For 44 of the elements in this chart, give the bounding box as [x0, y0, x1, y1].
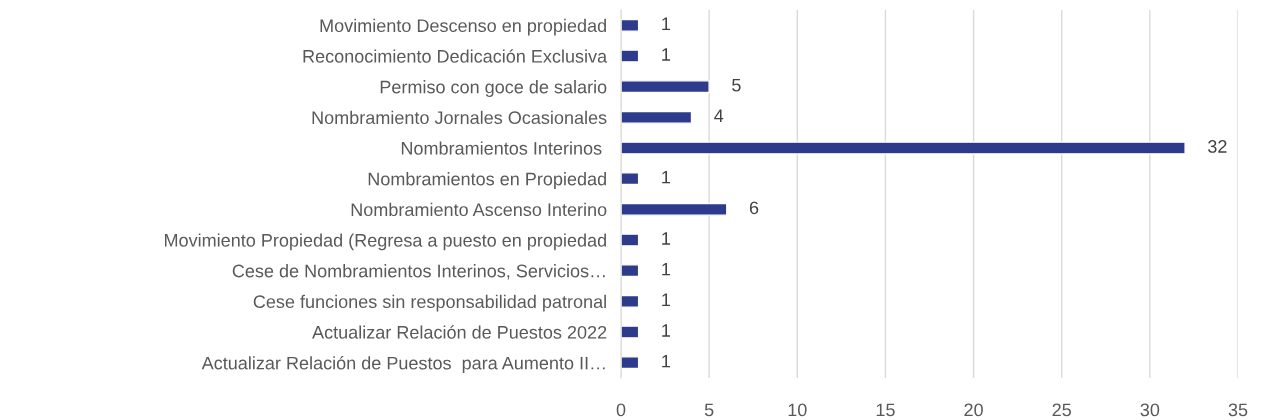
y-tick-label: Actualizar Relación de Puestos 2022 — [312, 325, 607, 339]
y-tick-label: Movimiento Descenso en propiedad — [320, 18, 606, 36]
bar — [621, 172, 640, 186]
y-tick-label: Movimiento Propiedad (Regresa a puesto en propiedad — [164, 233, 606, 251]
bar — [621, 356, 640, 370]
y-tick-label: Nombramiento Jornales Ocasionales — [312, 110, 607, 125]
y-tick-label: Actualizar Relación de Puestos para Aumento II… — [201, 356, 605, 374]
x-tick-label: 15 — [876, 403, 895, 417]
x-tick-label: 25 — [1052, 403, 1071, 417]
data-label: 1 — [662, 232, 671, 245]
x-tick-label: 10 — [788, 403, 807, 417]
data-label: 1 — [662, 170, 671, 184]
bar — [621, 49, 640, 63]
x-tick-label: 0 — [616, 403, 626, 417]
bar — [621, 202, 728, 216]
data-label: 1 — [662, 293, 671, 306]
bar — [621, 233, 640, 247]
bar — [621, 110, 693, 124]
bar — [621, 80, 710, 94]
y-tick-label: Cese de Nombramientos Interinos, Servicios… — [232, 264, 605, 280]
y-tick-label: Reconocimiento Dedicación Exclusiva — [303, 49, 608, 63]
x-tick-label: 30 — [1140, 403, 1160, 417]
x-tick-label: 20 — [964, 403, 983, 417]
data-label: 32 — [1208, 140, 1227, 153]
y-tick-label: Nombramientos Interinos — [401, 141, 602, 155]
y-tick-label: Nombramiento Ascenso Interino — [351, 202, 607, 217]
bar — [621, 325, 640, 339]
bar — [621, 294, 640, 308]
y-tick-label: Cese funciones sin responsabilidad patronal — [253, 294, 606, 312]
bar — [621, 141, 1186, 155]
y-tick-label: Nombramientos en Propiedad — [368, 172, 606, 189]
data-label: 6 — [749, 201, 759, 215]
data-label: 1 — [662, 17, 671, 30]
x-tick-label: 35 — [1228, 403, 1248, 417]
data-label: 1 — [662, 262, 671, 276]
x-tick-label: 5 — [704, 403, 714, 417]
data-label: 1 — [662, 48, 671, 61]
bar — [621, 18, 640, 32]
data-label: 5 — [732, 78, 741, 92]
data-label: 4 — [714, 109, 724, 122]
y-tick-label: Permiso con goce de salario — [380, 80, 607, 97]
data-label: 1 — [662, 354, 671, 368]
bar — [621, 264, 640, 278]
data-label: 1 — [662, 324, 671, 337]
